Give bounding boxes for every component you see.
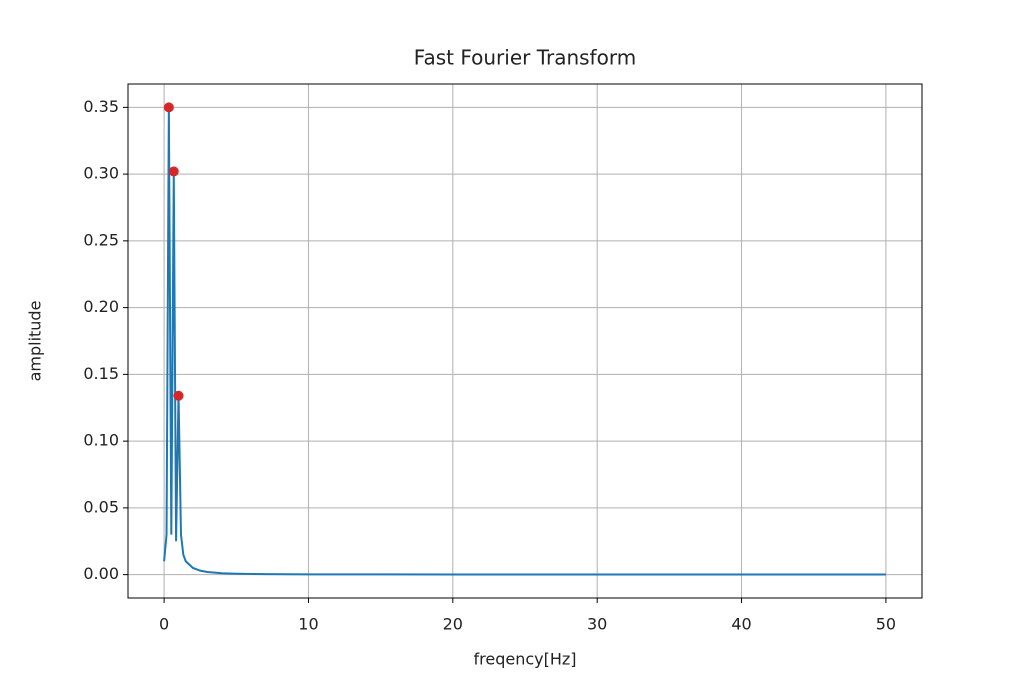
y-tick-label: 0.05 (83, 497, 119, 516)
y-tick-label: 0.00 (83, 564, 119, 583)
y-tick-label: 0.30 (83, 164, 119, 183)
x-tick-label: 50 (876, 615, 896, 634)
x-tick-label: 20 (443, 615, 463, 634)
y-tick-label: 0.20 (83, 297, 119, 316)
x-tick-label: 30 (587, 615, 607, 634)
y-tick-label: 0.10 (83, 431, 119, 450)
line (163, 107, 886, 576)
y-tick-label: 0.25 (83, 230, 119, 249)
marker (163, 102, 174, 113)
plot-frame (127, 83, 923, 599)
marker (168, 166, 179, 177)
marker (173, 390, 184, 401)
x-tick-label: 40 (731, 615, 751, 634)
x-tick-label: 0 (159, 615, 169, 634)
chart-title: Fast Fourier Transform (414, 46, 636, 70)
x-axis-label: freqency[Hz] (473, 650, 576, 669)
y-tick-label: 0.35 (83, 97, 119, 116)
y-axis-label: amplitude (26, 301, 45, 382)
y-tick-label: 0.15 (83, 364, 119, 383)
x-tick-label: 10 (298, 615, 318, 634)
